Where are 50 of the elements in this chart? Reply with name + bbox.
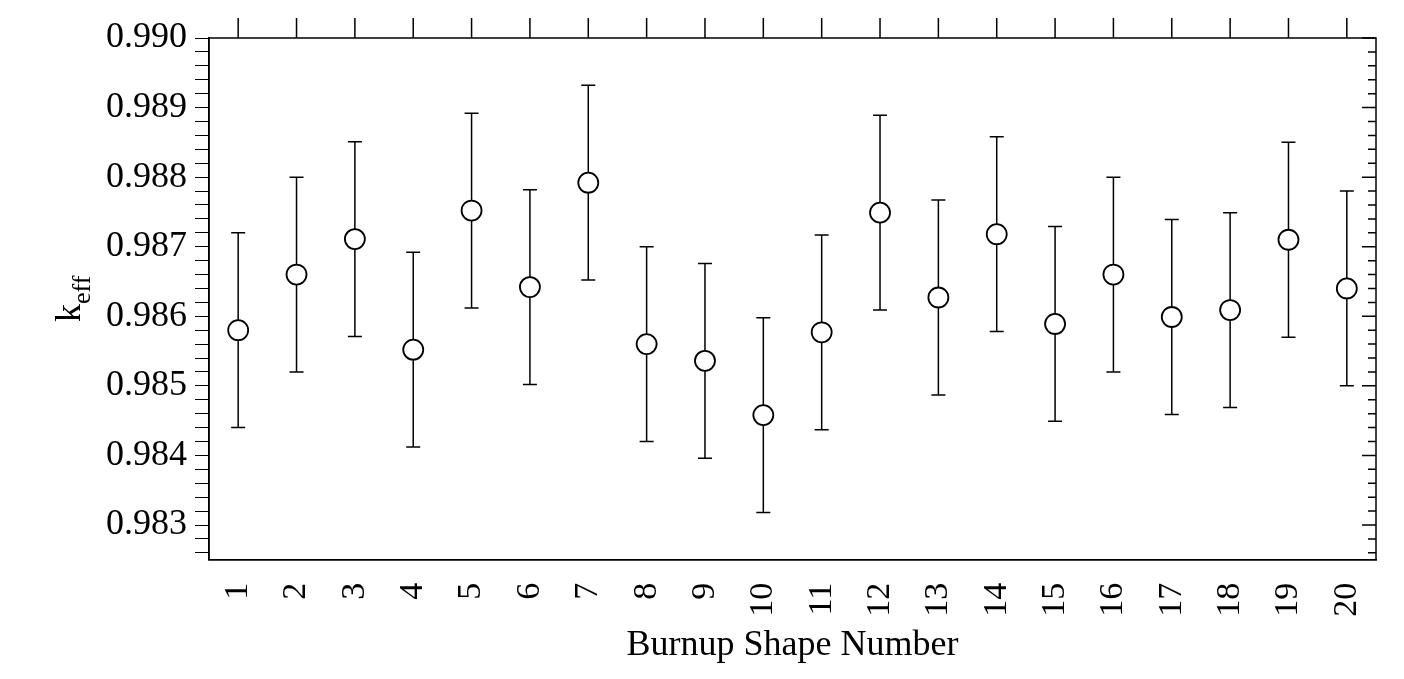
x-tick-label: 3 bbox=[333, 582, 371, 600]
x-tick-label: 17 bbox=[1150, 582, 1188, 617]
x-tick-label: 9 bbox=[683, 582, 721, 600]
point bbox=[285, 263, 308, 286]
x-tick-label: 13 bbox=[917, 582, 955, 617]
x-tick-label: 7 bbox=[567, 582, 605, 600]
x-tick-label: 19 bbox=[1267, 582, 1305, 617]
x-axis-title: Burnup Shape Number bbox=[626, 622, 959, 663]
point bbox=[694, 349, 716, 372]
x-tick-label: 2 bbox=[275, 582, 313, 600]
point bbox=[1044, 313, 1066, 335]
point bbox=[927, 286, 950, 309]
point bbox=[460, 199, 483, 222]
y-tick-label: 0.984 bbox=[106, 432, 187, 473]
point bbox=[227, 319, 250, 342]
point bbox=[1219, 299, 1242, 321]
x-tick-label: 16 bbox=[1092, 582, 1130, 617]
point bbox=[1335, 277, 1358, 300]
y-axis-title: keff bbox=[48, 275, 96, 323]
x-tick-label: 5 bbox=[450, 582, 488, 600]
y-tick-label: 0.986 bbox=[106, 293, 187, 334]
x-tick-label: 8 bbox=[625, 582, 663, 600]
point bbox=[577, 171, 600, 194]
x-tick-label: 4 bbox=[392, 582, 430, 600]
x-tick-label: 18 bbox=[1209, 582, 1247, 617]
point bbox=[810, 321, 833, 344]
x-tick-label: 15 bbox=[1034, 582, 1071, 617]
point bbox=[519, 276, 541, 298]
x-tick-label: 10 bbox=[742, 582, 780, 617]
point bbox=[635, 333, 658, 356]
x-tick-label: 12 bbox=[858, 582, 896, 617]
point bbox=[1160, 306, 1183, 328]
point bbox=[402, 338, 425, 361]
y-tick-label: 0.989 bbox=[106, 85, 187, 126]
point bbox=[752, 404, 775, 426]
x-tick-label: 20 bbox=[1325, 582, 1363, 617]
point bbox=[985, 223, 1008, 246]
x-tick-label: 11 bbox=[800, 582, 838, 616]
y-tick-label: 0.983 bbox=[106, 502, 187, 543]
x-tick-label: 1 bbox=[217, 582, 255, 600]
point bbox=[869, 201, 891, 224]
x-tick-label: 14 bbox=[975, 582, 1013, 617]
y-tick-label: 0.990 bbox=[106, 15, 187, 56]
y-tick-label: 0.987 bbox=[106, 224, 187, 265]
x-tick-label: 6 bbox=[508, 582, 546, 600]
y-tick-label: 0.985 bbox=[106, 363, 187, 404]
y-tick-label: 0.988 bbox=[106, 154, 187, 195]
point bbox=[343, 228, 366, 250]
point bbox=[1102, 263, 1125, 286]
point bbox=[1277, 228, 1300, 251]
